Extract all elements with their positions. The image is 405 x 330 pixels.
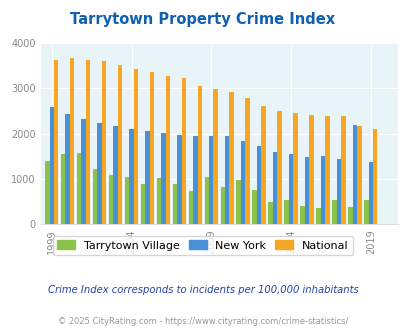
Bar [165,76,170,224]
Text: © 2025 CityRating.com - https://www.cityrating.com/crime-statistics/: © 2025 CityRating.com - https://www.city… [58,317,347,326]
Bar [340,116,345,224]
Bar [45,161,49,224]
Bar [336,159,340,224]
Bar [309,115,313,224]
Bar [284,200,288,224]
Bar [240,141,245,224]
Bar [331,200,336,224]
Bar [65,114,70,224]
Bar [102,61,106,224]
Bar [149,72,154,224]
Bar [177,135,181,224]
Bar [356,126,360,224]
Bar [161,133,165,224]
Bar [368,162,372,224]
Bar [347,207,352,224]
Bar [304,157,309,224]
Bar [70,58,74,224]
Text: Crime Index corresponds to incidents per 100,000 inhabitants: Crime Index corresponds to incidents per… [47,285,358,295]
Bar [277,111,281,224]
Bar [133,69,138,224]
Bar [300,206,304,224]
Bar [292,113,297,224]
Bar [54,60,58,224]
Bar [156,178,161,224]
Legend: Tarrytown Village, New York, National: Tarrytown Village, New York, National [53,236,352,255]
Bar [320,156,324,224]
Bar [252,190,256,224]
Bar [145,131,149,224]
Bar [109,175,113,224]
Bar [288,154,292,224]
Bar [129,129,133,224]
Bar [315,208,320,224]
Bar [81,119,86,224]
Bar [213,89,217,224]
Bar [188,191,193,224]
Bar [261,106,265,224]
Bar [224,136,229,224]
Bar [97,123,102,224]
Bar [193,136,197,224]
Bar [93,169,97,224]
Bar [363,200,368,224]
Bar [113,126,117,224]
Bar [181,78,185,224]
Bar [117,65,122,224]
Bar [245,98,249,224]
Bar [141,183,145,224]
Text: Tarrytown Property Crime Index: Tarrytown Property Crime Index [70,12,335,26]
Bar [172,184,177,224]
Bar [49,107,54,224]
Bar [324,116,329,224]
Bar [204,177,209,224]
Bar [256,147,261,224]
Bar [220,187,224,224]
Bar [229,92,233,224]
Bar [77,153,81,224]
Bar [86,60,90,224]
Bar [124,177,129,224]
Bar [197,86,202,224]
Bar [272,152,277,224]
Bar [372,129,377,224]
Bar [352,125,356,224]
Bar [268,202,272,224]
Bar [209,136,213,224]
Bar [61,154,65,224]
Bar [236,181,240,224]
